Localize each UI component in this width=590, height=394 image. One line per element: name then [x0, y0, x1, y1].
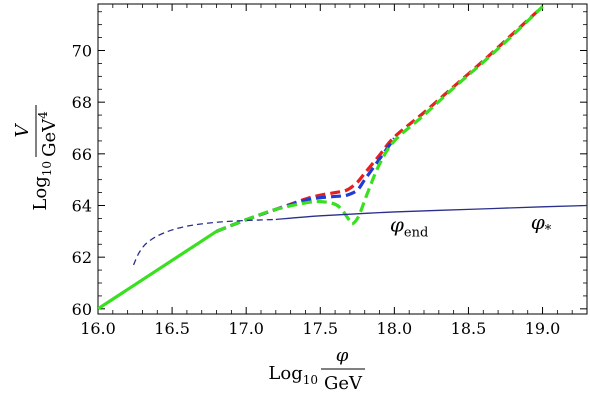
y-axis-label-prefix: Log [30, 176, 51, 210]
x-tick-label: 16.0 [80, 319, 116, 338]
series-line-2 [98, 229, 218, 311]
series-line-5 [275, 204, 587, 221]
annotations: φend φ* [390, 210, 552, 241]
annotation-0: φend [390, 212, 428, 240]
series-line-0 [215, 5, 544, 233]
y-axis-label-den: GeV [39, 118, 60, 157]
x-tick-label: 18.5 [451, 319, 487, 338]
annotation-1: φ* [531, 210, 552, 238]
y-tick-label: 64 [72, 197, 92, 216]
x-tick-label: 17.0 [228, 319, 264, 338]
x-tick-label: 16.5 [154, 319, 190, 338]
x-tick-label: 19.0 [525, 319, 561, 338]
y-tick-label: 68 [72, 93, 92, 112]
axis-ticks: 16.0 16.5 17.0 17.5 18.0 18.5 19.0 60 62 64 66 68 70 [72, 4, 588, 338]
series-line-3 [215, 5, 544, 233]
y-tick-label: 70 [72, 42, 92, 61]
svg-text:Log10: Log10 [268, 363, 318, 387]
y-axis-label-den-sup: 4 [36, 111, 50, 119]
x-axis-label-den: GeV [324, 373, 363, 394]
x-axis-label-prefix: Log [268, 363, 302, 384]
x-axis-label: Log10 φ GeV [268, 345, 365, 394]
series-layer [98, 5, 587, 311]
x-axis-label-num: φ [336, 345, 349, 366]
x-tick-label: 18.0 [377, 319, 413, 338]
series-line-4 [132, 218, 276, 266]
svg-text:GeV4: GeV4 [36, 111, 60, 157]
y-tick-label: 66 [72, 145, 92, 164]
y-tick-label: 60 [72, 300, 92, 319]
svg-text:Log10: Log10 [30, 161, 54, 211]
y-axis-label-sub: 10 [40, 161, 54, 176]
y-axis-label: Log10 V GeV4 [12, 105, 60, 211]
y-tick-label: 62 [72, 248, 92, 267]
x-tick-label: 17.5 [302, 319, 338, 338]
plot-frame [97, 3, 588, 315]
x-axis-label-sub: 10 [303, 373, 318, 387]
y-axis-label-num: V [12, 123, 33, 138]
